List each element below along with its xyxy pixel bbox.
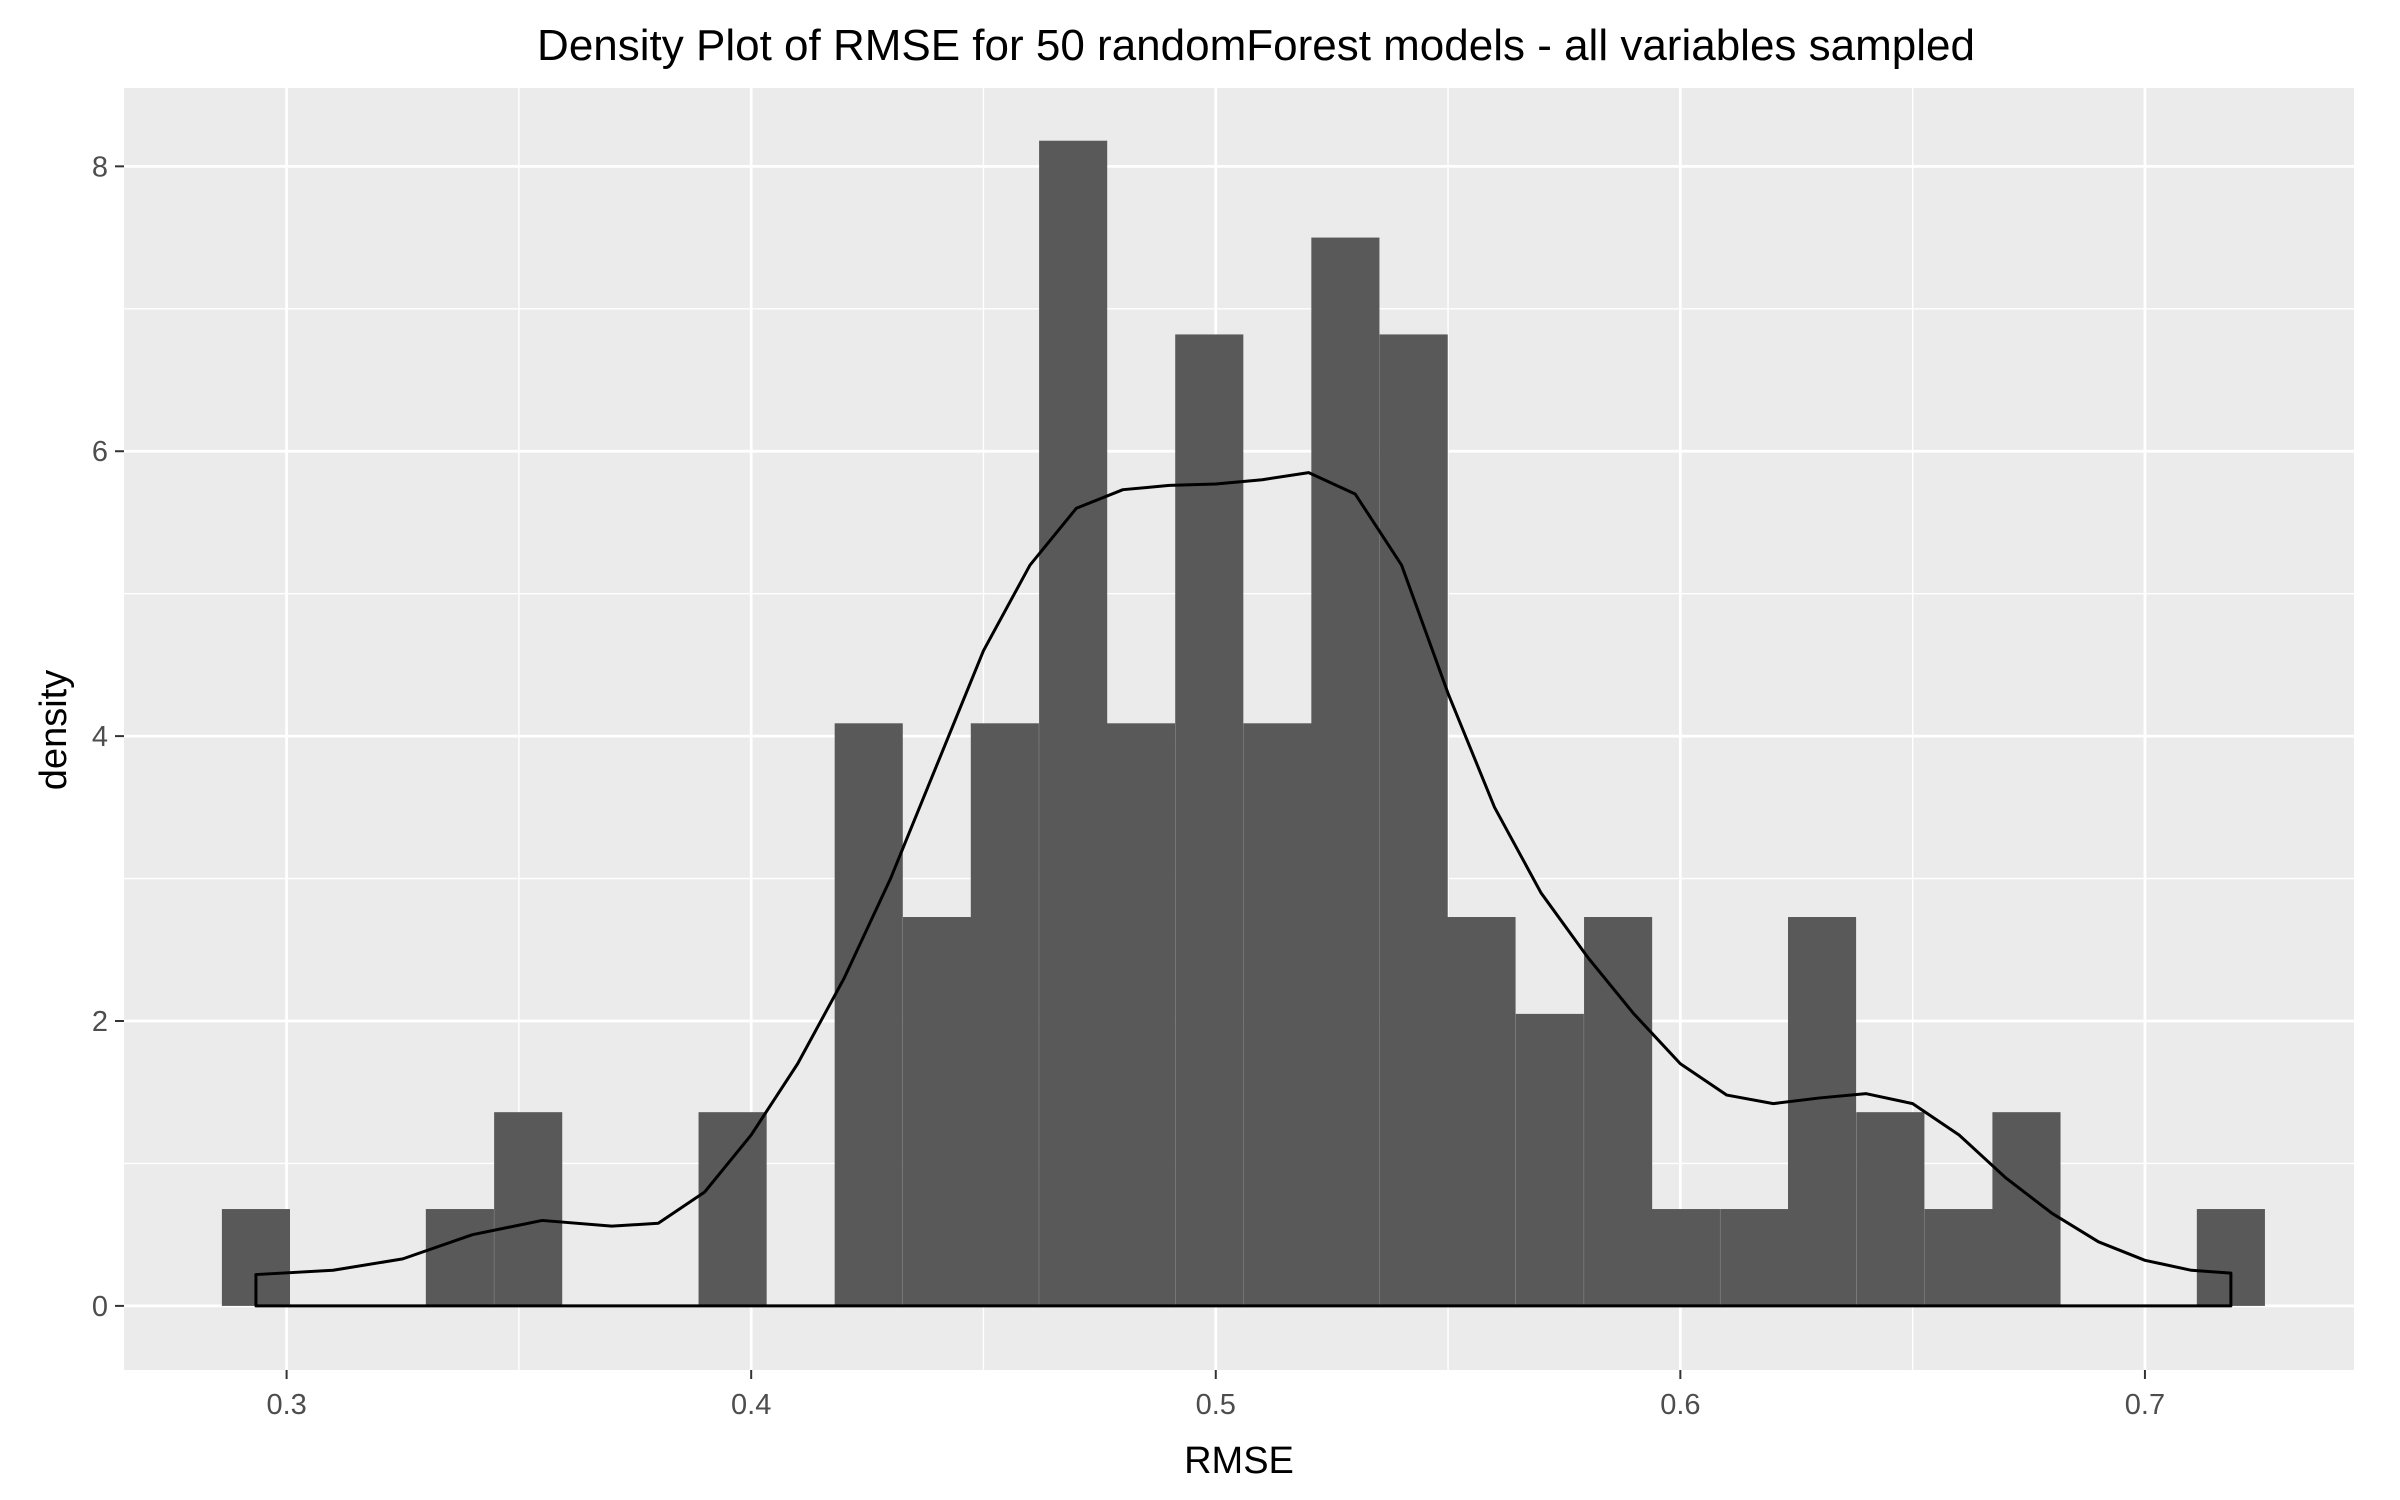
histogram-bar xyxy=(1379,334,1448,1306)
histogram-bar xyxy=(1651,1209,1720,1306)
histogram-bar xyxy=(1720,1209,1789,1306)
x-tick-label: 0.5 xyxy=(1196,1389,1236,1421)
density-curve xyxy=(254,471,2233,1308)
histogram-bar xyxy=(698,1112,767,1306)
histogram-bar xyxy=(494,1112,563,1306)
histogram-bar xyxy=(1924,1209,1993,1306)
histogram-bar xyxy=(902,917,972,1306)
histogram-bar xyxy=(1175,334,1244,1306)
y-tick-label: 4 xyxy=(92,721,108,753)
histogram-bar xyxy=(1106,723,1176,1306)
histogram-bar xyxy=(970,723,1039,1306)
y-axis-title: density xyxy=(33,670,75,790)
histogram-bar xyxy=(1992,1112,2061,1306)
histogram-bar xyxy=(1584,917,1653,1306)
x-tick-label: 0.4 xyxy=(731,1389,771,1421)
x-tick-label: 0.3 xyxy=(266,1389,306,1421)
y-tick-label: 0 xyxy=(92,1291,108,1323)
y-axis-ticks: 0 2 4 6 8 xyxy=(92,151,124,1323)
y-tick-label: 2 xyxy=(92,1006,108,1038)
histogram-bar xyxy=(1311,237,1380,1306)
histogram-bar xyxy=(1447,917,1516,1306)
histogram-bar xyxy=(425,1209,494,1306)
histogram-bar xyxy=(1515,1013,1584,1306)
histogram-bar xyxy=(834,723,903,1306)
chart-title: Density Plot of RMSE for 50 randomForest… xyxy=(537,21,1975,70)
x-tick-label: 0.7 xyxy=(2125,1389,2165,1421)
x-axis-ticks: 0.3 0.4 0.5 0.6 0.7 xyxy=(266,1370,2165,1421)
histogram-bar xyxy=(1039,140,1108,1306)
histogram-bar xyxy=(1243,723,1312,1306)
y-tick-label: 6 xyxy=(92,436,108,468)
histogram-bar xyxy=(1856,1112,1925,1306)
x-axis-title: RMSE xyxy=(1184,1440,1294,1482)
y-tick-label: 8 xyxy=(92,151,108,183)
x-tick-label: 0.6 xyxy=(1660,1389,1700,1421)
histogram-bar xyxy=(1787,917,1857,1306)
